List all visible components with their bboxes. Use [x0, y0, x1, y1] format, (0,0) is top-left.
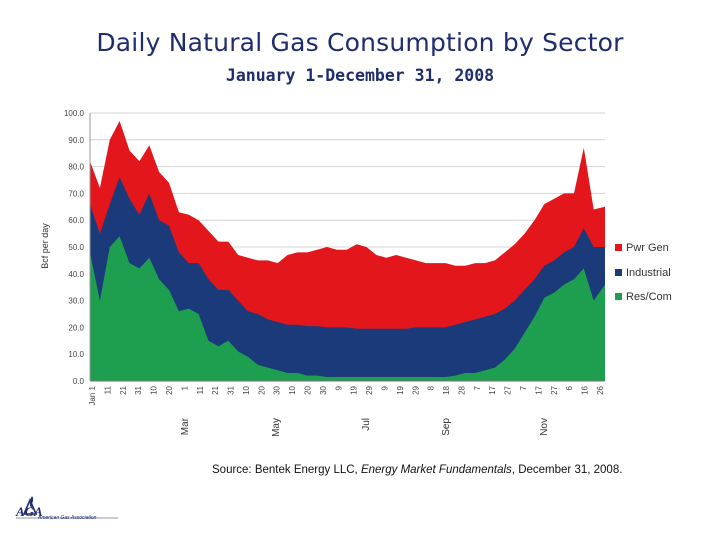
x-tick-label: 17 [534, 385, 543, 394]
aga-logo: AGA American Gas Association [10, 494, 122, 528]
y-tick-label: 70.0 [68, 189, 84, 198]
chart-axes: 0.0 10.0 20.0 30.0 40.0 50.0 60.0 70.0 80.0 90.0 1… [40, 109, 605, 437]
y-tick-label: 50.0 [68, 243, 84, 252]
x-tick-label: 29 [411, 385, 420, 394]
x-tick-label: 8 [427, 385, 436, 390]
x-tick-label: 21 [211, 385, 220, 394]
x-tick-label: 20 [257, 385, 266, 394]
y-tick-label: 10.0 [68, 350, 84, 359]
x-tick-label: 31 [227, 385, 236, 394]
x-tick-label: 31 [134, 385, 143, 394]
source-note: Source: Bentek Energy LLC, Energy Market… [212, 464, 622, 476]
x-tick-label: 19 [396, 385, 405, 394]
x-tick-label: 19 [350, 385, 359, 394]
legend-swatch [615, 269, 622, 276]
x-tick-label: 6 [565, 385, 574, 390]
y-tick-label: 20.0 [68, 323, 84, 332]
month-label: May [271, 418, 282, 437]
series-res-com [90, 236, 605, 381]
flame-icon: AGA [15, 496, 118, 519]
chart-legend: Pwr Gen Industrial Res/Com [615, 242, 672, 303]
month-label: Nov [539, 418, 550, 436]
x-tick-label: 11 [103, 385, 112, 394]
x-tick-label: 9 [334, 385, 343, 390]
legend-label: Res/Com [626, 291, 672, 303]
legend-label: Pwr Gen [626, 242, 669, 254]
x-tick-label: 17 [488, 385, 497, 394]
x-tick-label: 27 [504, 385, 513, 394]
source-prefix: Source: Bentek Energy LLC, [212, 464, 361, 476]
x-tick-label: 9 [381, 385, 390, 390]
x-tick-label: 26 [596, 385, 605, 394]
y-tick-label: 0.0 [73, 377, 85, 386]
series-industrial [90, 177, 605, 381]
x-tick-label: 1 [180, 385, 189, 390]
x-tick-label: 28 [458, 385, 467, 394]
month-label: Sep [441, 418, 452, 436]
y-tick-label: 90.0 [68, 136, 84, 145]
legend-swatch [615, 244, 622, 251]
page-title: Daily Natural Gas Consumption by Sector [96, 28, 624, 57]
month-label: Jul [361, 418, 372, 431]
y-tick-label: 40.0 [68, 270, 84, 279]
x-tick-label: 7 [473, 385, 482, 390]
chart-plot-area [90, 121, 605, 381]
x-tick-label: 21 [119, 385, 128, 394]
x-tick-label: 30 [319, 385, 328, 394]
x-tick-label: 18 [442, 385, 451, 394]
month-label: Mar [180, 417, 191, 435]
y-tick-label: 60.0 [68, 216, 84, 225]
logo-name: American Gas Association [38, 515, 97, 521]
y-tick-label: 30.0 [68, 297, 84, 306]
x-tick-label: 11 [196, 385, 205, 394]
x-tick-label: 10 [288, 385, 297, 394]
legend-label: Industrial [626, 267, 671, 279]
legend-swatch [615, 293, 622, 300]
y-tick-label: 100.0 [64, 109, 85, 118]
x-tick-label: 20 [304, 385, 313, 394]
x-tick-label: 27 [550, 385, 559, 394]
x-tick-label: 7 [519, 385, 528, 390]
source-suffix: , December 31, 2008. [511, 464, 623, 476]
y-axis-label: Bcf per day [40, 223, 50, 269]
y-tick-label: 80.0 [68, 163, 84, 172]
page-subtitle: January 1-December 31, 2008 [225, 66, 495, 85]
x-tick-label: 29 [365, 385, 374, 394]
x-tick-label: 20 [165, 385, 174, 394]
x-tick-label: 10 [150, 385, 159, 394]
consumption-chart: 0.0 10.0 20.0 30.0 40.0 50.0 60.0 70.0 80.0 90.0 1… [40, 109, 672, 437]
x-tick-label: 30 [273, 385, 282, 394]
source-publication: Energy Market Fundamentals [360, 464, 512, 476]
x-tick-label: 10 [242, 385, 251, 394]
x-tick-label: 16 [581, 385, 590, 394]
x-tick-label: Jan 1 [88, 385, 97, 405]
logo-mark: AGA [15, 504, 43, 519]
